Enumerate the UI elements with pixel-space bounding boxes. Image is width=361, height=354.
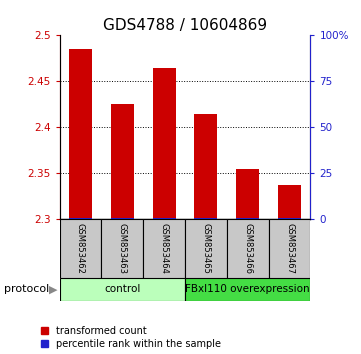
Bar [60,278,185,301]
Bar [111,104,134,219]
Bar [269,219,310,278]
Bar [143,219,185,278]
Bar [278,184,301,219]
Bar [236,169,259,219]
Legend: transformed count, percentile rank within the sample: transformed count, percentile rank withi… [41,326,221,349]
Bar [153,218,175,219]
Bar [60,219,101,278]
Bar [227,219,269,278]
Title: GDS4788 / 10604869: GDS4788 / 10604869 [103,18,267,33]
Text: GSM853467: GSM853467 [285,223,294,274]
Text: GSM853462: GSM853462 [76,223,85,274]
Bar [236,218,259,219]
Bar [185,278,310,301]
Text: GSM853466: GSM853466 [243,223,252,274]
Text: FBxl110 overexpression: FBxl110 overexpression [186,284,310,295]
Text: control: control [104,284,140,295]
Bar [111,218,134,219]
Bar [278,218,301,219]
Bar [185,219,227,278]
Text: GSM853463: GSM853463 [118,223,127,274]
Bar [69,49,92,219]
Bar [69,218,92,219]
Bar [195,114,217,219]
Bar [153,68,175,219]
Bar [101,219,143,278]
Text: ▶: ▶ [49,284,57,294]
Text: GSM853464: GSM853464 [160,223,169,274]
Bar [195,218,217,219]
Text: protocol: protocol [4,284,49,294]
Text: GSM853465: GSM853465 [201,223,210,274]
